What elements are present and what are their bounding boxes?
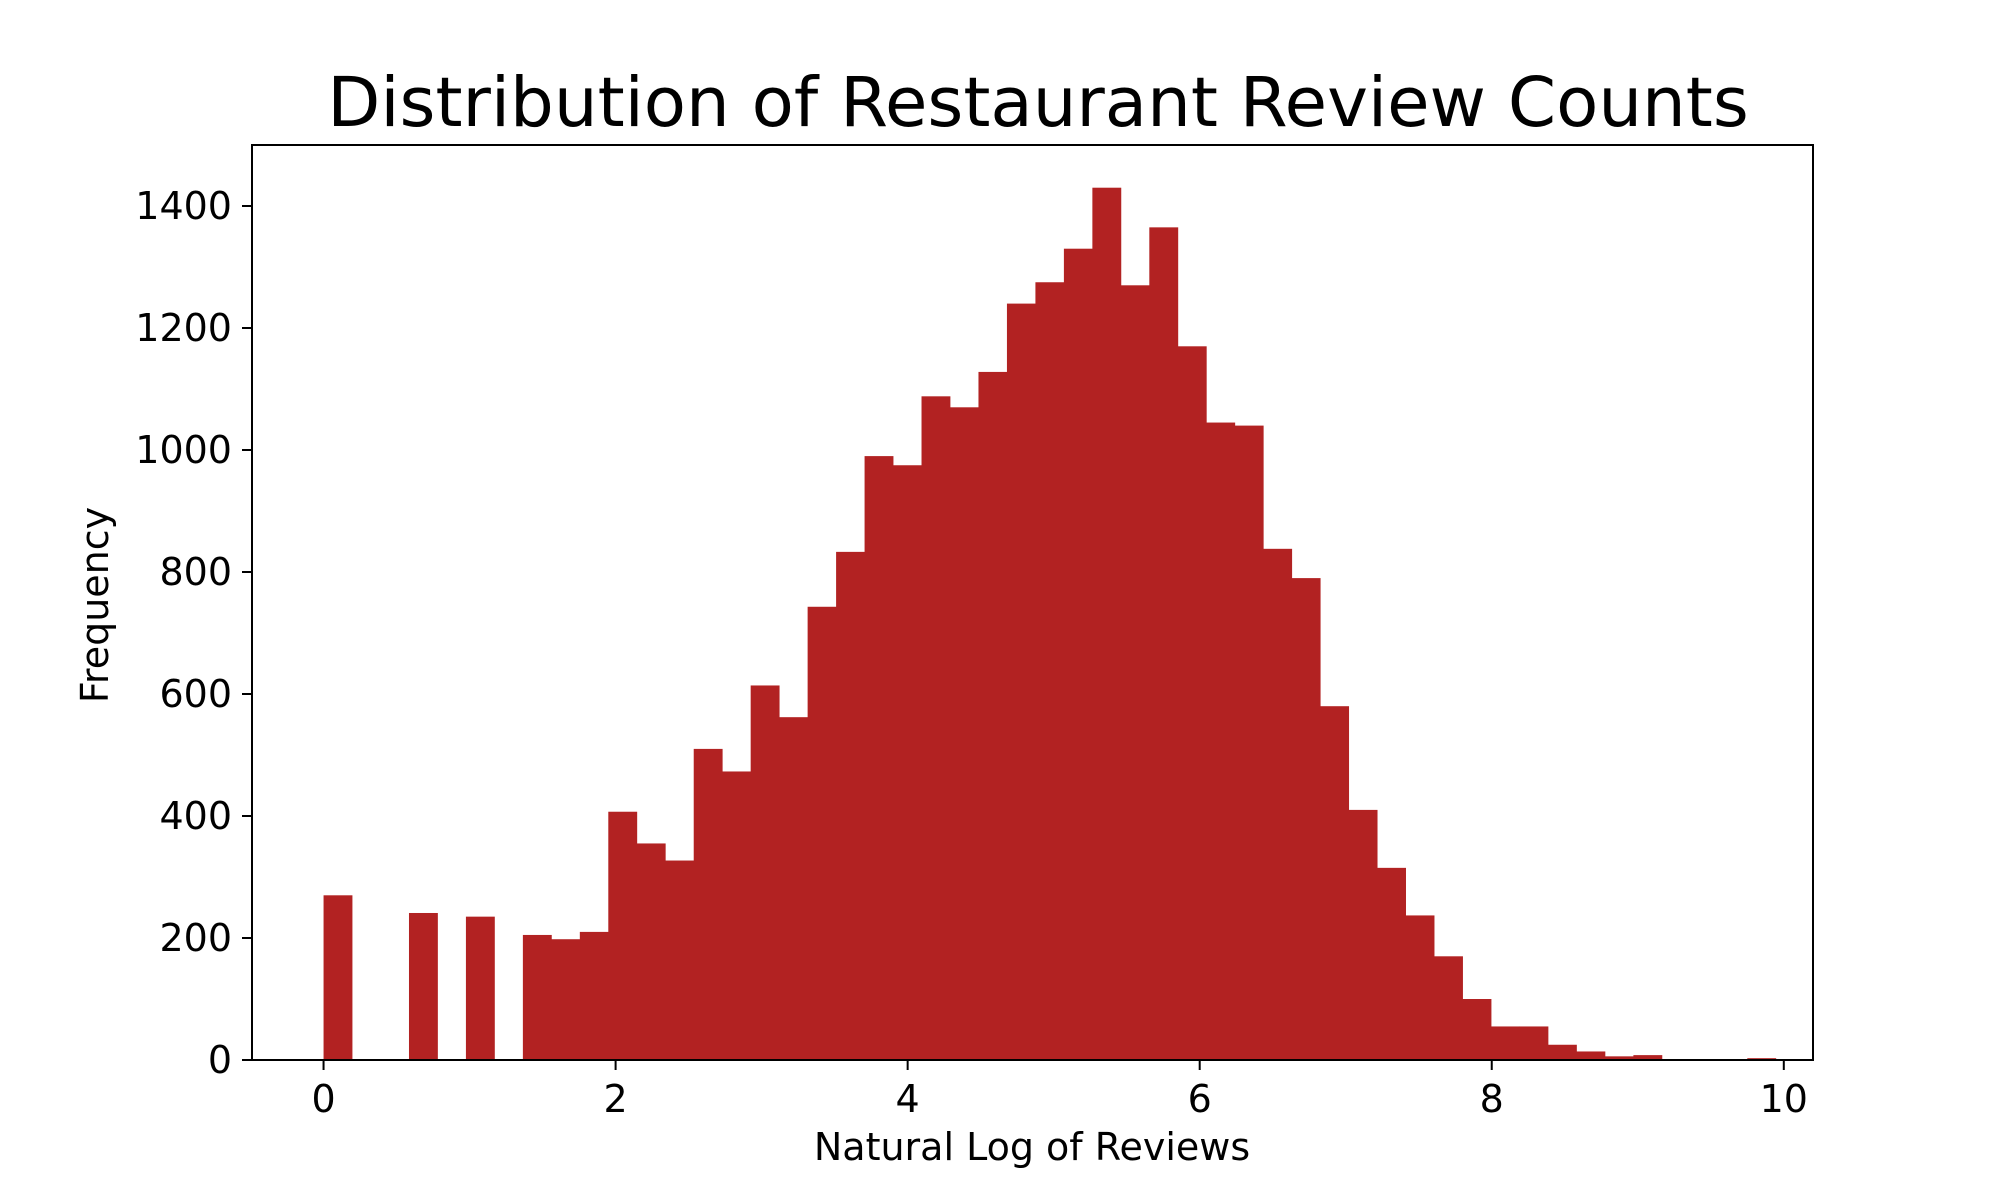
histogram-bar (1434, 956, 1463, 1060)
histogram-bar (836, 551, 865, 1060)
histogram-bar (1063, 248, 1093, 1060)
x-axis-label: Natural Log of Reviews (814, 1125, 1250, 1169)
histogram-bar (1291, 578, 1321, 1060)
y-axis-ticks: 0 200 400 600 800 1000 1200 1400 (135, 184, 252, 1082)
y-tick-label: 800 (159, 550, 232, 594)
y-tick-label: 1400 (135, 184, 232, 228)
histogram-bar (1519, 1026, 1549, 1060)
histogram-bar (722, 771, 752, 1060)
y-tick-label: 400 (159, 794, 232, 838)
histogram-bar (1234, 425, 1264, 1061)
x-tick-label: 8 (1480, 1077, 1504, 1121)
x-tick-label: 0 (311, 1077, 335, 1121)
histogram-bar (1263, 548, 1293, 1060)
chart-title: Distribution of Restaurant Review Counts (327, 63, 1749, 143)
histogram-bar (1576, 1051, 1606, 1060)
histogram-bar (1348, 809, 1378, 1060)
y-tick-label: 200 (159, 916, 232, 960)
histogram-bar (978, 371, 1008, 1060)
y-axis-label: Frequency (73, 507, 117, 703)
histogram-bar (949, 407, 979, 1060)
histogram-bar (1120, 285, 1150, 1060)
histogram-bar (1177, 346, 1207, 1060)
histogram-bar (1377, 867, 1406, 1060)
histogram-bar (864, 456, 894, 1061)
y-tick-label: 600 (159, 672, 232, 716)
histogram-bar (665, 860, 695, 1060)
histogram-bar (551, 939, 581, 1060)
histogram-bar (1547, 1044, 1577, 1060)
x-tick-label: 2 (604, 1077, 628, 1121)
histogram-bar (1206, 422, 1236, 1060)
y-tick-label: 1000 (135, 428, 232, 472)
histogram-bar (779, 717, 809, 1060)
histogram-bar (750, 685, 780, 1060)
x-tick-label: 4 (896, 1077, 920, 1121)
histogram-bar (1633, 1055, 1663, 1060)
histogram-bar (1149, 227, 1179, 1061)
histogram-bar (636, 843, 666, 1060)
x-tick-label: 6 (1188, 1077, 1212, 1121)
histogram-bar (408, 912, 438, 1060)
histogram-bar (921, 396, 951, 1060)
histogram-bar (893, 465, 922, 1060)
histogram-bar (1035, 282, 1065, 1060)
histogram-bar (693, 748, 723, 1060)
histogram-bar (1462, 999, 1492, 1060)
histogram-bar (1491, 1026, 1520, 1060)
histogram-bar (579, 931, 609, 1060)
x-axis-ticks: 0 2 4 6 8 10 (311, 1060, 1808, 1121)
histogram-bar (465, 916, 495, 1060)
histogram-bar (1405, 915, 1435, 1060)
y-tick-label: 1200 (135, 306, 232, 350)
bars-group (323, 187, 1777, 1061)
y-tick-label: 0 (208, 1038, 232, 1082)
histogram-bar (1006, 303, 1036, 1061)
histogram-bar (1092, 187, 1122, 1060)
histogram-bar (1604, 1056, 1634, 1060)
x-tick-label: 10 (1760, 1077, 1808, 1121)
histogram-bar (608, 811, 638, 1060)
histogram-bar (1320, 706, 1350, 1060)
histogram-bar (807, 606, 837, 1060)
histogram-bar (522, 934, 552, 1060)
plot-frame (251, 144, 1814, 1061)
histogram-bar (323, 895, 353, 1060)
